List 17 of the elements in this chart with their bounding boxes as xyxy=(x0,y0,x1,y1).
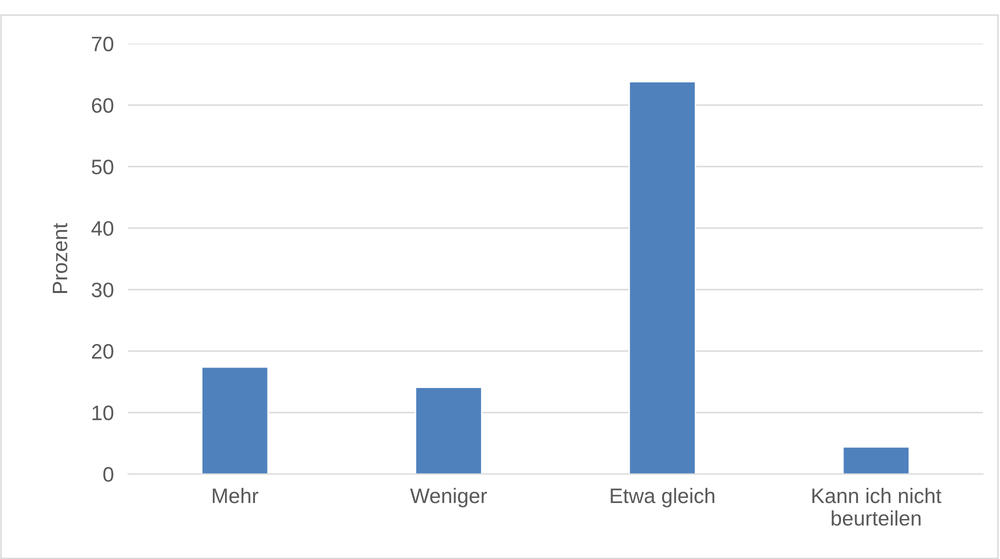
bar xyxy=(201,366,269,474)
bar xyxy=(414,386,482,474)
y-tick-label: 0 xyxy=(103,467,114,482)
x-tick-label: Etwa gleich xyxy=(610,488,714,508)
y-tick-label: 70 xyxy=(92,36,114,52)
y-tick-label: 20 xyxy=(92,344,114,359)
y-tick-label: 60 xyxy=(92,98,114,113)
x-tick-label: Mehr xyxy=(212,488,258,504)
y-tick-label: 50 xyxy=(92,160,114,174)
x-tick-label: Kann ich nicht beurteilen xyxy=(812,488,942,526)
y-tick-label: 40 xyxy=(91,221,114,236)
x-tick-label: Weniger xyxy=(410,488,487,508)
y-tick-label: 30 xyxy=(92,282,114,298)
y-tick-label: 10 xyxy=(92,406,114,420)
bar xyxy=(842,446,910,474)
y-axis-title: Prozent xyxy=(52,223,68,294)
bar xyxy=(628,81,696,474)
